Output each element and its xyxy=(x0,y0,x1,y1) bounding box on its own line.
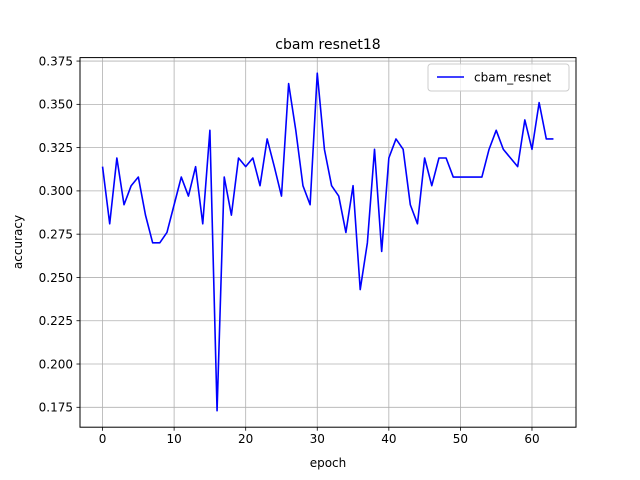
x-tick-label: 10 xyxy=(166,432,181,446)
y-tick-label: 0.225 xyxy=(39,314,73,328)
x-tick-label: 20 xyxy=(238,432,253,446)
plot-frame xyxy=(79,57,577,428)
y-axis-ticks: 0.175 0.200 0.225 0.250 0.275 0.300 0.325 0.350… xyxy=(39,54,80,415)
y-tick-label: 0.375 xyxy=(39,54,73,68)
y-tick-label: 0.175 xyxy=(39,401,73,415)
x-tick-label: 40 xyxy=(381,432,396,446)
legend-label: cbam_resnet xyxy=(474,71,552,85)
y-tick-label: 0.250 xyxy=(39,271,73,285)
y-axis-label: accuracy xyxy=(11,215,25,269)
x-tick-label: 0 xyxy=(99,432,107,446)
legend-box xyxy=(427,63,570,92)
x-tick-label: 30 xyxy=(310,432,325,446)
legend: cbam_resnet xyxy=(427,63,570,92)
chart-title: cbam resnet18 xyxy=(275,37,380,53)
x-tick-label: 60 xyxy=(524,432,539,446)
x-axis-ticks: 0 10 20 30 40 50 60 xyxy=(99,427,540,446)
series-line-cbam_resnet xyxy=(101,72,554,412)
y-tick-label: 0.200 xyxy=(39,357,73,371)
y-tick-label: 0.350 xyxy=(39,98,73,112)
y-tick-label: 0.275 xyxy=(39,227,73,241)
series-layer xyxy=(101,72,554,412)
x-tick-label: 50 xyxy=(453,432,468,446)
y-tick-label: 0.300 xyxy=(39,184,73,198)
y-tick-label: 0.325 xyxy=(39,141,73,155)
x-axis-label: epoch xyxy=(310,456,347,470)
grid-lines xyxy=(80,57,576,428)
